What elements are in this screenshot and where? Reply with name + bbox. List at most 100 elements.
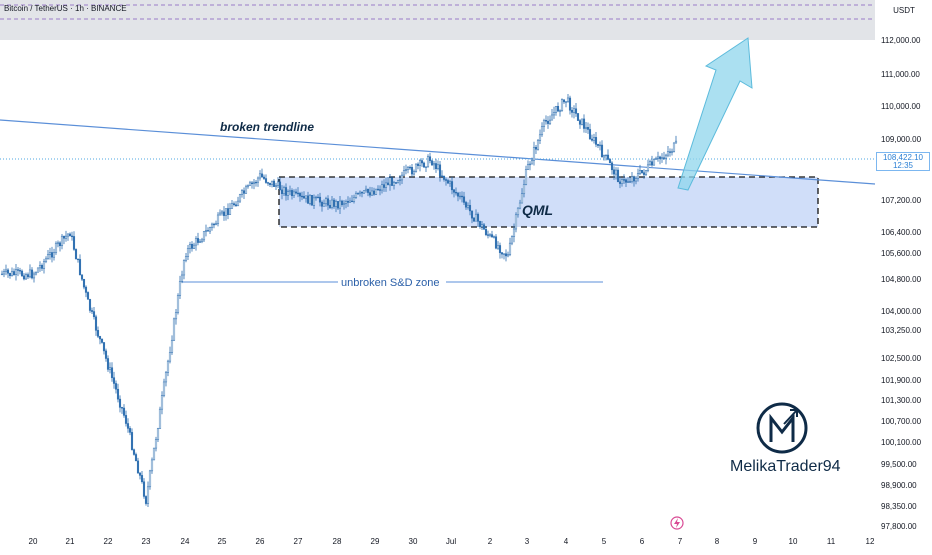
candle-body xyxy=(258,173,262,179)
candle-body xyxy=(360,191,364,194)
time-tick-label: 25 xyxy=(218,537,227,546)
candle-body xyxy=(568,97,572,111)
time-tick-label: 4 xyxy=(564,537,569,546)
candle-body xyxy=(408,166,412,169)
candle-body xyxy=(28,269,32,278)
candle-body xyxy=(484,229,488,235)
candle-body xyxy=(264,178,268,183)
price-tick-label: 103,250.00 xyxy=(881,326,922,335)
candle-body xyxy=(354,193,358,198)
candle-body xyxy=(544,120,548,122)
price-tick-label: 101,300.00 xyxy=(881,396,922,405)
candle-body xyxy=(132,449,136,455)
candle-body xyxy=(100,338,104,343)
candle-body xyxy=(84,286,88,293)
candle-body xyxy=(300,195,304,198)
candle-body xyxy=(338,200,342,209)
candle-body xyxy=(292,191,296,196)
candle-body xyxy=(474,213,478,222)
time-axis-labels: 20 21 22 23 24 25 26 27 28 29 30 Jul 2 3 4 5 6 7 8 9 10 11 12 xyxy=(29,537,875,546)
candle-body xyxy=(130,432,134,450)
candle-body xyxy=(102,342,106,352)
candle-body xyxy=(526,164,530,170)
candle-body xyxy=(14,269,18,275)
candle-body xyxy=(56,242,60,244)
candle-body xyxy=(470,210,474,219)
candle-body xyxy=(60,235,64,247)
price-tick-label: 104,000.00 xyxy=(881,307,922,316)
price-tick-label: 102,500.00 xyxy=(881,354,922,363)
candle-body xyxy=(72,236,76,250)
candle-body xyxy=(118,398,122,408)
candle-body xyxy=(554,105,558,113)
price-tick-label: 111,000.00 xyxy=(881,70,920,79)
time-tick-label: 5 xyxy=(602,537,607,546)
candle-body xyxy=(12,271,16,275)
candle-body xyxy=(88,299,92,311)
candle-body xyxy=(664,154,668,159)
candle-body xyxy=(430,160,434,166)
candle-body xyxy=(588,129,592,140)
flash-icon-circle[interactable] xyxy=(670,516,684,530)
candle-body xyxy=(516,207,520,216)
candle-body xyxy=(504,253,508,257)
candle-body xyxy=(62,235,66,239)
candle-body xyxy=(322,203,326,207)
time-tick-label: 30 xyxy=(409,537,418,546)
currency-unit[interactable]: USDT xyxy=(876,0,932,22)
price-tick-label: 100,700.00 xyxy=(881,417,922,426)
candle-body xyxy=(464,202,468,208)
symbol-header[interactable]: Bitcoin / TetherUS · 1h · BINANCE xyxy=(4,4,127,13)
candle-body xyxy=(352,197,356,202)
candle-body xyxy=(426,156,430,168)
candle-body xyxy=(200,239,204,242)
candle-body xyxy=(160,395,164,410)
candle-body xyxy=(434,163,438,169)
logo-arrow-icon xyxy=(783,409,798,425)
candle-body xyxy=(496,245,500,249)
candle-body xyxy=(640,169,644,173)
candle-body xyxy=(166,360,170,373)
candle-body xyxy=(582,118,586,129)
time-tick-label: 21 xyxy=(66,537,75,546)
candle-body xyxy=(46,254,50,260)
candle-body xyxy=(532,146,536,161)
candle-body xyxy=(324,198,328,205)
candle-body xyxy=(418,160,422,166)
candle-body xyxy=(180,274,184,282)
candle-body xyxy=(610,162,614,171)
price-axis[interactable] xyxy=(876,0,932,550)
candle-body xyxy=(190,243,194,249)
candle-body xyxy=(290,190,294,196)
candle-body xyxy=(218,212,222,216)
candle-body xyxy=(654,158,658,160)
candle-body xyxy=(274,185,278,187)
candle-body xyxy=(310,194,314,206)
candle-body xyxy=(438,164,442,177)
candle-body xyxy=(92,311,96,318)
logo-circle xyxy=(756,402,808,454)
candle-body xyxy=(494,236,498,249)
candle-body xyxy=(330,199,334,208)
time-tick-label: 2 xyxy=(488,537,493,546)
candle-body xyxy=(646,164,650,171)
candle-body xyxy=(390,177,394,186)
candle-body xyxy=(630,176,634,182)
brand-name: MelikaTrader94 xyxy=(730,458,841,475)
candle-body xyxy=(36,267,40,273)
candle-body xyxy=(94,316,98,331)
candle-body xyxy=(82,279,86,288)
candle-body xyxy=(0,273,4,276)
candle-body xyxy=(446,180,450,184)
candle-body xyxy=(522,184,526,195)
candle-body xyxy=(266,182,270,184)
candle-body xyxy=(120,407,124,409)
candle-body xyxy=(202,231,206,241)
time-tick-label: 6 xyxy=(640,537,645,546)
candle-body xyxy=(280,189,284,194)
candle-body xyxy=(620,179,624,184)
candle-body xyxy=(562,99,566,103)
candle-body xyxy=(52,252,56,258)
